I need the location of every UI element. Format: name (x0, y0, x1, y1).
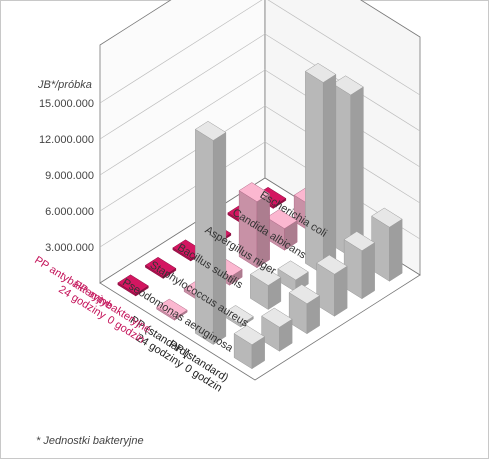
gridline (99, 69, 421, 176)
bar-top-face (371, 207, 403, 228)
bar-top-face (156, 298, 188, 319)
bar-0-4 (343, 231, 376, 300)
y-tick-label: 15.000.000 (39, 98, 94, 110)
bar-0-5 (371, 207, 403, 282)
y-tick-label: 6.000.000 (45, 206, 94, 218)
bar-0-3 (316, 254, 348, 317)
bar-top-face (288, 284, 321, 305)
bar-top-face (233, 325, 266, 346)
y-axis-title: JB*/próbka (37, 79, 92, 91)
bar-top-face (261, 307, 293, 328)
bar-top-face (222, 305, 254, 325)
bar-right-face (361, 242, 375, 300)
gridline (99, 105, 421, 212)
bar-top-face (249, 265, 282, 286)
gridline (99, 33, 421, 140)
bar-0-0 (233, 325, 266, 370)
gridline (99, 141, 421, 248)
bar-0-2 (288, 284, 321, 335)
bar-right-face (389, 218, 403, 282)
bar-2-0 (156, 298, 188, 321)
bar-right-face (334, 265, 348, 317)
gridline (99, 0, 421, 104)
chart-bars (117, 62, 403, 370)
bar-0-1 (261, 307, 293, 352)
bar-top-face (343, 231, 376, 252)
bar-top-face (266, 209, 298, 229)
bar-1-4 (304, 62, 337, 275)
bar-right-face (322, 73, 337, 275)
bar-1-5 (332, 75, 364, 258)
bar-3-1 (144, 256, 177, 279)
bar-top-face (194, 120, 227, 141)
bar-top-face (332, 75, 364, 96)
bar-2-3 (238, 182, 271, 269)
bar-top-face (316, 254, 348, 275)
bar-top-face (277, 260, 309, 281)
y-tick-label: 9.000.000 (45, 170, 94, 182)
bar-left-face (305, 70, 324, 275)
bar-1-2 (249, 265, 282, 310)
bar-top-face (238, 182, 271, 203)
y-tick-label: 3.000.000 (45, 242, 94, 254)
bar-3-0 (117, 274, 149, 297)
bar-top-face (304, 62, 337, 83)
bar-top-face (144, 256, 177, 277)
y-tick-label: 12.000.000 (39, 134, 94, 146)
footnote: * Jednostki bakteryjne (36, 435, 144, 447)
bar-1-0 (194, 120, 227, 345)
bar-top-face (117, 274, 149, 295)
bar-2-4 (266, 209, 298, 251)
